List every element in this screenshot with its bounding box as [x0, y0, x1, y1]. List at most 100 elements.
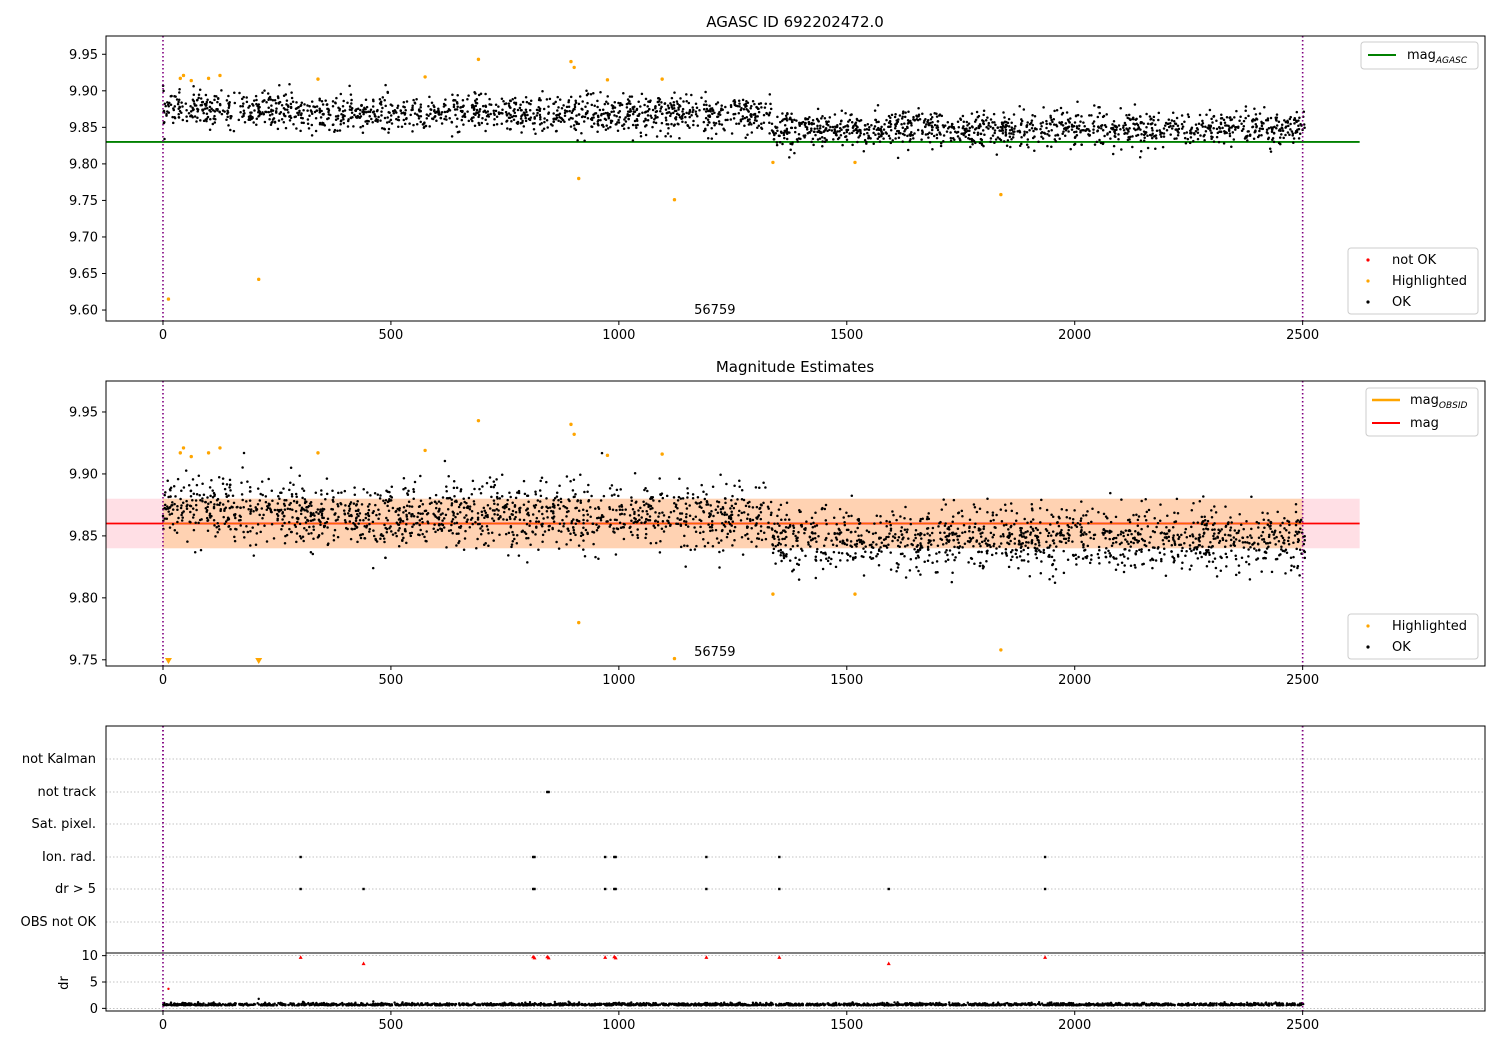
ok-point	[832, 516, 836, 519]
ok-point	[511, 98, 514, 101]
ok-point	[941, 543, 945, 546]
ok-point	[635, 119, 639, 122]
ok-point	[1269, 126, 1273, 129]
ok-point	[781, 142, 784, 146]
ok-point	[354, 519, 358, 523]
ok-point	[901, 140, 904, 143]
x-tick-label: 2500	[1286, 328, 1319, 343]
ok-point	[1289, 569, 1293, 572]
ok-point	[1124, 547, 1127, 551]
ok-point	[280, 118, 284, 121]
ok-point	[552, 515, 556, 518]
ok-point	[676, 517, 679, 520]
ok-point	[710, 127, 713, 130]
ok-point	[242, 95, 245, 99]
ok-point	[1160, 135, 1163, 139]
ok-point	[268, 117, 271, 121]
ok-point	[1280, 133, 1283, 136]
ok-point	[1217, 126, 1221, 129]
ok-point	[1040, 560, 1043, 563]
ok-point	[333, 528, 337, 532]
ok-point	[849, 113, 852, 117]
ok-point	[576, 139, 579, 142]
ok-point	[1013, 130, 1016, 133]
ok-point	[991, 535, 994, 539]
ok-point	[959, 139, 962, 142]
ok-point	[1020, 559, 1024, 562]
ok-point	[493, 502, 496, 505]
ok-point	[672, 107, 676, 110]
ok-point	[1120, 148, 1123, 151]
ok-point	[334, 118, 338, 122]
ok-point	[986, 549, 989, 553]
ok-point	[189, 489, 193, 493]
ok-point	[479, 527, 482, 530]
ok-point	[754, 115, 757, 118]
ok-point	[939, 144, 943, 148]
ok-point	[910, 131, 913, 134]
ok-point	[208, 486, 212, 489]
ok-point	[1052, 539, 1055, 542]
ok-point	[1155, 136, 1158, 140]
ok-point	[845, 130, 849, 134]
ok-point	[1089, 536, 1092, 540]
ok-point	[434, 493, 438, 497]
ok-point	[880, 132, 884, 136]
ok-point	[349, 93, 353, 96]
ok-point	[785, 501, 789, 505]
ok-point	[628, 114, 632, 117]
ok-point	[245, 100, 249, 104]
ok-point	[206, 98, 209, 102]
ok-point	[464, 529, 467, 533]
ok-point	[485, 524, 489, 528]
ok-point	[1286, 539, 1290, 543]
ok-point	[249, 529, 252, 533]
ok-point	[978, 141, 982, 145]
ok-point	[704, 116, 708, 120]
ok-point	[833, 128, 836, 131]
ok-point	[1295, 547, 1298, 551]
ok-point	[1184, 554, 1187, 557]
ok-point	[791, 120, 794, 123]
ok-point	[962, 524, 966, 527]
ok-point	[808, 122, 811, 125]
ok-point	[707, 523, 710, 526]
ok-point	[977, 550, 980, 554]
ok-point	[1067, 536, 1071, 540]
ok-point	[670, 96, 674, 100]
ok-point	[1012, 113, 1016, 116]
ok-point	[971, 530, 975, 534]
ok-point	[519, 117, 523, 120]
ok-point	[481, 104, 485, 108]
ok-point	[542, 517, 545, 520]
ok-point	[1071, 553, 1075, 557]
ok-point	[768, 132, 771, 135]
ok-point	[1140, 121, 1144, 124]
ok-point	[1069, 117, 1072, 120]
ok-point	[1279, 142, 1282, 146]
ok-point	[685, 111, 688, 115]
ok-point	[834, 125, 838, 129]
ok-point	[456, 117, 459, 120]
ok-point	[930, 531, 934, 535]
ok-point	[480, 525, 484, 528]
ok-point	[1128, 126, 1131, 130]
ok-point	[626, 110, 630, 113]
ok-point	[195, 493, 199, 496]
ok-point	[562, 104, 565, 107]
ok-point	[226, 109, 229, 113]
ok-point	[435, 110, 438, 114]
ok-point	[227, 124, 230, 127]
ok-point	[693, 548, 697, 551]
ok-point	[585, 89, 588, 92]
ok-point	[338, 129, 342, 132]
ok-point	[300, 101, 304, 104]
ok-point	[946, 553, 949, 557]
ok-point	[752, 121, 756, 125]
ok-point	[206, 529, 210, 532]
ok-point	[315, 109, 318, 112]
ok-point	[597, 557, 600, 560]
ok-point	[292, 483, 295, 487]
ok-point	[361, 533, 365, 536]
ok-point	[445, 490, 448, 493]
